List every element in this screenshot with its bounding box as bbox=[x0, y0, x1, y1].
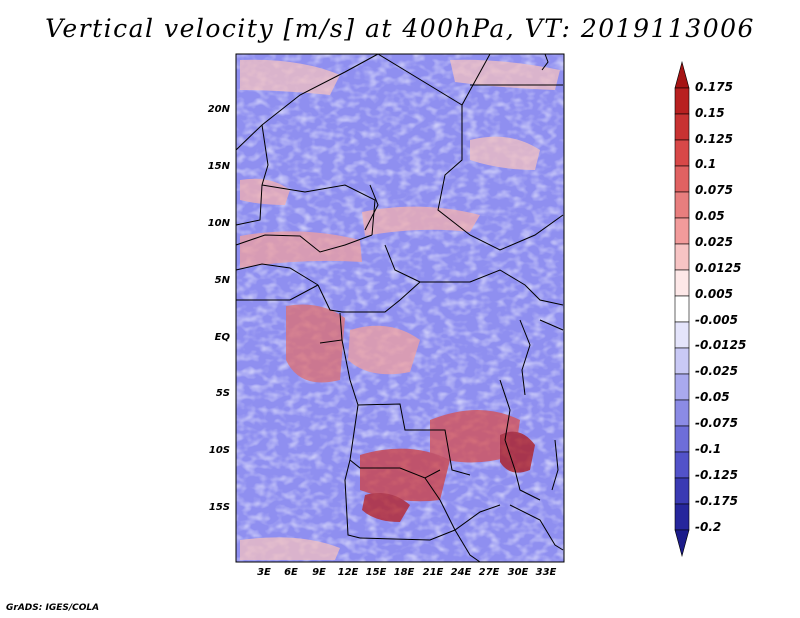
colorbar-box bbox=[674, 451, 690, 479]
colorbar-box bbox=[674, 113, 690, 141]
country-borders bbox=[235, 53, 564, 563]
colorbar-label: 0.005 bbox=[695, 287, 733, 301]
lon-label-24e: 24E bbox=[450, 567, 472, 578]
colorbar-label: -0.125 bbox=[695, 468, 738, 482]
grads-credit: GrADS: IGES/COLA bbox=[6, 603, 100, 613]
colorbar-box bbox=[674, 243, 690, 271]
map-frame bbox=[235, 53, 565, 563]
colorbar-label: -0.025 bbox=[695, 364, 738, 378]
colorbar-label: -0.05 bbox=[695, 390, 730, 404]
colorbar-box bbox=[674, 321, 690, 349]
lon-label-27e: 27E bbox=[478, 567, 500, 578]
colorbar-box bbox=[674, 269, 690, 297]
lon-label-3e: 3E bbox=[257, 567, 271, 578]
colorbar-label: 0.125 bbox=[695, 132, 733, 146]
map-title: Vertical velocity [m/s] at 400hPa, VT: 2… bbox=[45, 14, 755, 43]
colorbar-box bbox=[674, 139, 690, 167]
colorbar-label: -0.175 bbox=[695, 494, 738, 508]
lat-label-5n: 5N bbox=[214, 275, 230, 286]
colorbar-label: 0.075 bbox=[695, 183, 733, 197]
colorbar-label: -0.2 bbox=[695, 520, 722, 534]
colorbar-box bbox=[674, 425, 690, 453]
lon-label-18e: 18E bbox=[393, 567, 415, 578]
colorbar-label: 0.05 bbox=[695, 209, 725, 223]
colorbar-label: 0.15 bbox=[695, 106, 725, 120]
colorbar-label: -0.0125 bbox=[695, 338, 747, 352]
lat-label-eq: EQ bbox=[214, 332, 230, 343]
colorbar-label: 0.0125 bbox=[695, 261, 742, 275]
colorbar-box bbox=[674, 217, 690, 245]
colorbar-label: -0.075 bbox=[695, 416, 738, 430]
colorbar-label: 0.1 bbox=[695, 157, 717, 171]
colorbar-box bbox=[674, 347, 690, 375]
colorbar-box bbox=[674, 295, 690, 323]
lat-label-15s: 15S bbox=[208, 502, 230, 513]
colorbar-label: 0.175 bbox=[695, 80, 733, 94]
colorbar-box bbox=[674, 87, 690, 115]
colorbar-label: 0.025 bbox=[695, 235, 733, 249]
lat-label-10n: 10N bbox=[207, 218, 230, 229]
upward-motion-areas bbox=[240, 59, 560, 560]
lat-label-20n: 20N bbox=[207, 104, 230, 115]
lon-label-21e: 21E bbox=[422, 567, 444, 578]
colorbar-min-arrow bbox=[674, 529, 690, 558]
colorbar-box bbox=[674, 503, 690, 531]
colorbar-label: -0.1 bbox=[695, 442, 722, 456]
colorbar-box bbox=[674, 477, 690, 505]
colorbar-label: -0.005 bbox=[695, 313, 738, 327]
lon-label-33e: 33E bbox=[535, 567, 557, 578]
lon-label-9e: 9E bbox=[312, 567, 326, 578]
lon-label-6e: 6E bbox=[284, 567, 298, 578]
colorbar-max-arrow bbox=[674, 60, 690, 89]
colorbar-box bbox=[674, 373, 690, 401]
colorbar-box bbox=[674, 191, 690, 219]
lon-label-30e: 30E bbox=[507, 567, 529, 578]
lon-label-15e: 15E bbox=[365, 567, 387, 578]
lon-label-12e: 12E bbox=[337, 567, 359, 578]
lat-label-5s: 5S bbox=[215, 388, 230, 399]
colorbar-box bbox=[674, 165, 690, 193]
colorbar-box bbox=[674, 399, 690, 427]
lat-label-15n: 15N bbox=[207, 161, 230, 172]
lat-label-10s: 10S bbox=[208, 445, 230, 456]
